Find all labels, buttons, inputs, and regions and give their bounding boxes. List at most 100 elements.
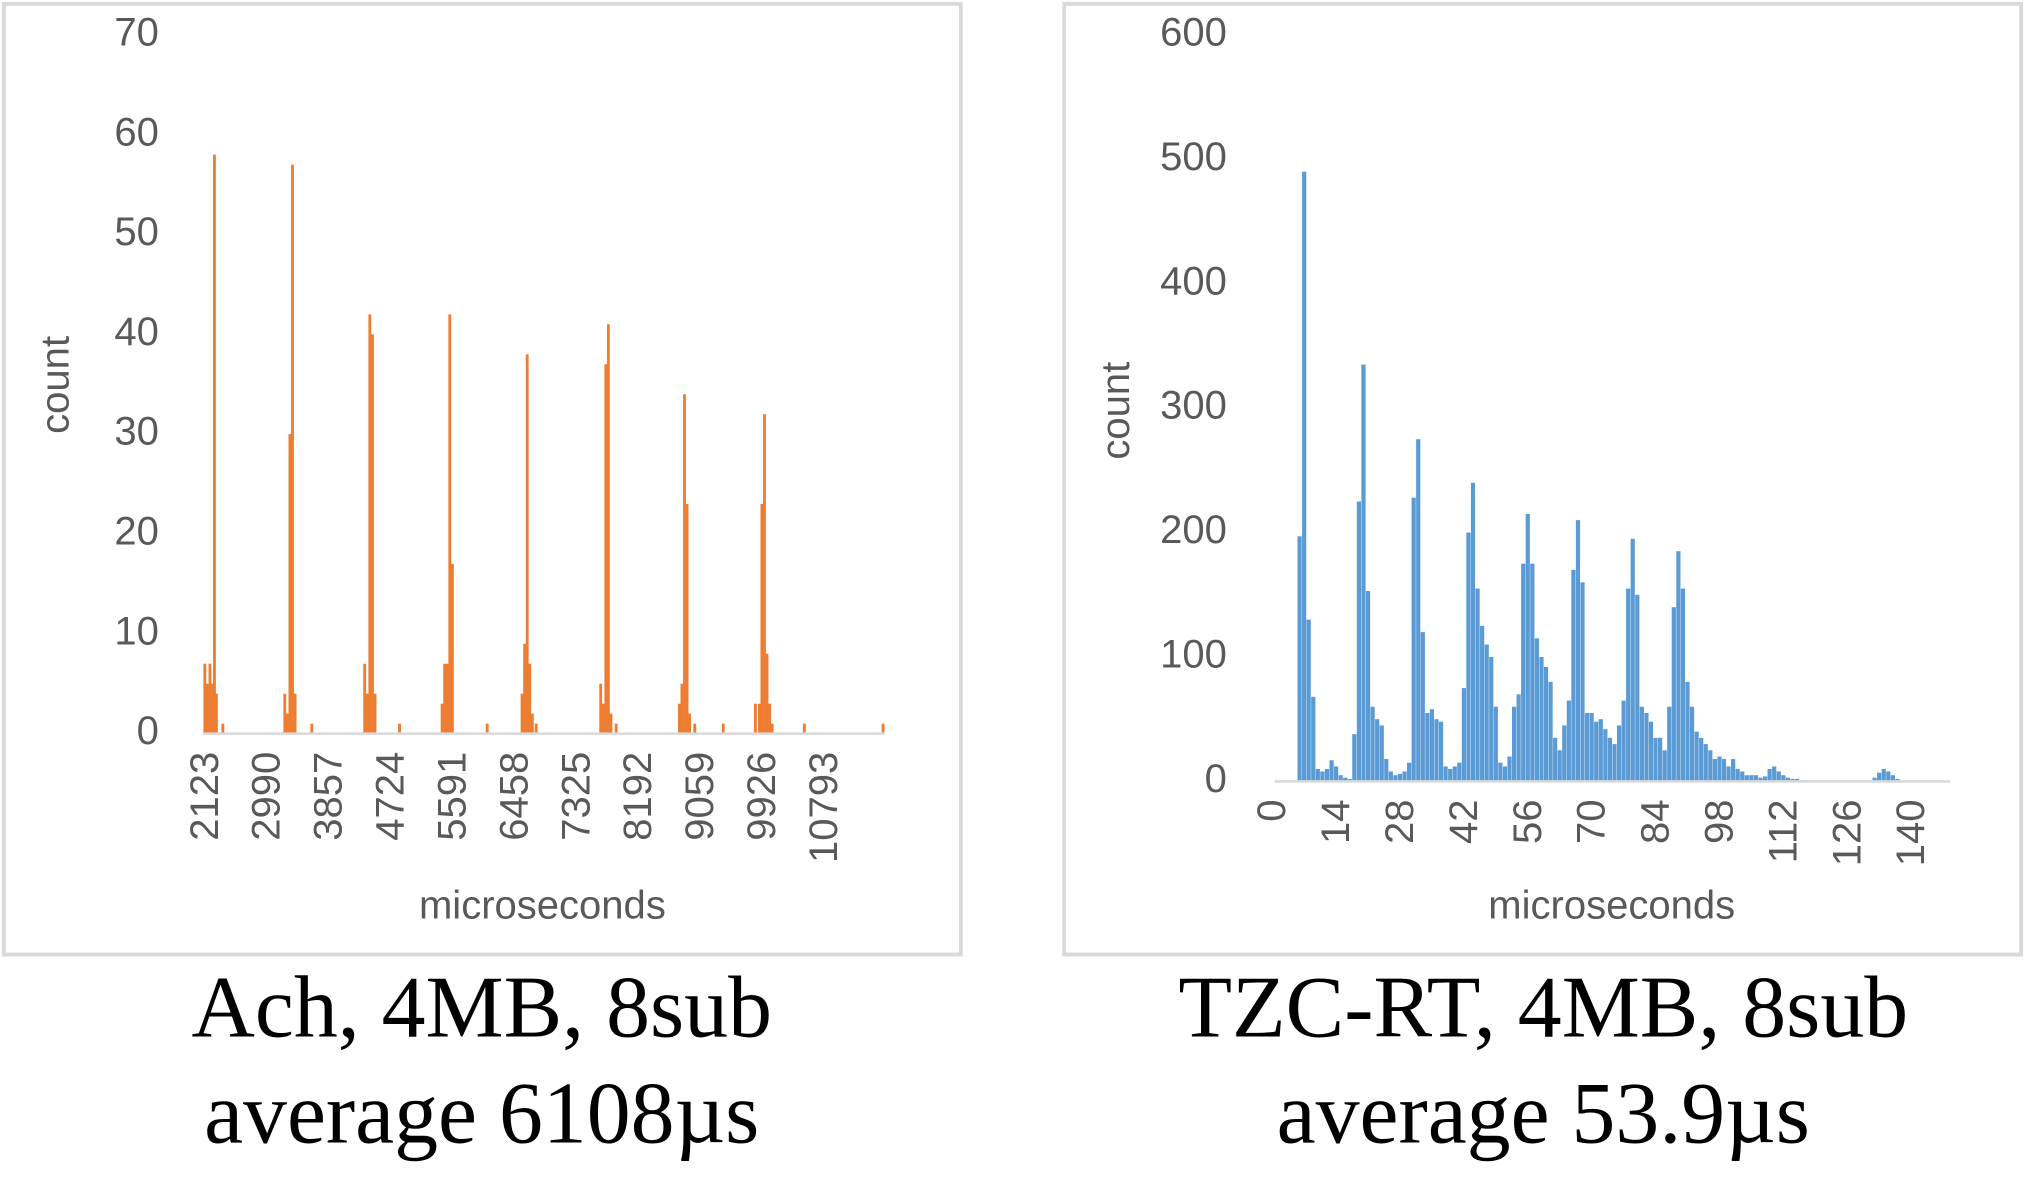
bar: [1480, 625, 1485, 782]
bar: [1530, 563, 1535, 782]
bar: [1370, 706, 1375, 782]
bar: [614, 723, 618, 734]
x-tick-label: 5591: [430, 752, 474, 841]
bar: [1776, 771, 1781, 782]
bar: [1562, 725, 1567, 782]
bar: [443, 663, 447, 734]
bar: [1699, 737, 1704, 782]
bar: [1689, 706, 1695, 782]
bar: [288, 434, 292, 734]
bar: [448, 314, 452, 734]
x-tick-label: 2990: [245, 752, 289, 841]
bar: [450, 563, 454, 734]
bar: [1384, 759, 1389, 782]
bar: [485, 723, 489, 734]
bar: [1375, 719, 1380, 782]
bar: [1603, 729, 1608, 782]
bar: [604, 364, 608, 734]
bar: [525, 354, 529, 734]
bar: [1676, 551, 1681, 782]
bar: [1429, 709, 1435, 782]
y-tick-label: 70: [114, 10, 159, 54]
bar: [1498, 762, 1503, 782]
bar: [1470, 482, 1476, 782]
bar: [1712, 759, 1717, 782]
bar: [1630, 538, 1635, 782]
y-tick-label: 400: [1160, 259, 1227, 303]
bar: [606, 324, 610, 734]
x-axis-label: microseconds: [1488, 884, 1735, 928]
bar: [1584, 712, 1590, 782]
bar: [765, 653, 769, 734]
bar: [534, 723, 538, 734]
bar: [601, 703, 605, 734]
bar: [1324, 768, 1330, 782]
bar: [211, 683, 214, 734]
bar: [523, 643, 527, 734]
bar: [1639, 706, 1644, 782]
bar: [763, 414, 766, 734]
y-tick-label: 30: [114, 410, 159, 454]
bar: [677, 703, 681, 734]
bar: [768, 703, 772, 734]
bar: [1434, 719, 1439, 782]
bar: [1333, 766, 1339, 782]
bar: [285, 713, 289, 734]
bar: [757, 703, 761, 734]
bar: [1758, 777, 1763, 782]
x-tick-label: 9926: [740, 752, 784, 841]
bar: [221, 723, 225, 734]
bar: [1726, 766, 1731, 782]
bar: [1753, 775, 1759, 782]
bar: [1466, 532, 1471, 782]
bar: [205, 683, 209, 734]
bar: [1877, 772, 1882, 782]
bar: [1420, 632, 1425, 782]
bar: [1575, 520, 1581, 782]
bar: [1502, 766, 1508, 782]
y-tick-label: 300: [1160, 384, 1227, 428]
bar: [1772, 766, 1777, 782]
bar: [1667, 706, 1672, 782]
bar: [1607, 737, 1613, 782]
bar: [293, 693, 297, 734]
bar: [1338, 775, 1343, 782]
bar: [528, 663, 532, 734]
bar: [753, 703, 757, 734]
bar: [1416, 439, 1421, 782]
x-tick-label: 0: [1250, 799, 1294, 821]
bar: [802, 723, 806, 734]
bar: [1589, 712, 1594, 782]
bar: [1571, 569, 1576, 782]
bar: [1648, 721, 1654, 782]
bar: [1616, 725, 1622, 782]
bar: [368, 314, 372, 734]
bar: [1658, 737, 1663, 782]
y-tick-label: 60: [114, 110, 159, 154]
bar: [1721, 759, 1727, 782]
bar: [373, 693, 377, 734]
bar: [1511, 706, 1517, 782]
bar: [283, 693, 287, 734]
bar: [1731, 759, 1736, 782]
bar: [1703, 744, 1708, 782]
bar: [1443, 766, 1448, 782]
x-tick-label: 112: [1761, 799, 1805, 863]
bar: [445, 663, 449, 734]
bar: [1489, 656, 1494, 782]
bar: [1525, 513, 1530, 782]
caption: average 53.9µs: [1277, 1065, 1810, 1162]
bar: [1708, 750, 1713, 782]
bar: [1566, 700, 1571, 782]
bar: [1612, 744, 1617, 782]
y-tick-label: 100: [1160, 633, 1227, 677]
bar: [1781, 775, 1786, 782]
y-tick-label: 0: [1205, 757, 1227, 801]
x-tick-label: 10793: [802, 752, 846, 863]
bar: [683, 394, 686, 734]
bar: [680, 683, 684, 734]
bar: [1594, 721, 1599, 782]
bar: [1767, 768, 1772, 782]
bar: [609, 713, 613, 734]
bar: [1762, 776, 1768, 782]
